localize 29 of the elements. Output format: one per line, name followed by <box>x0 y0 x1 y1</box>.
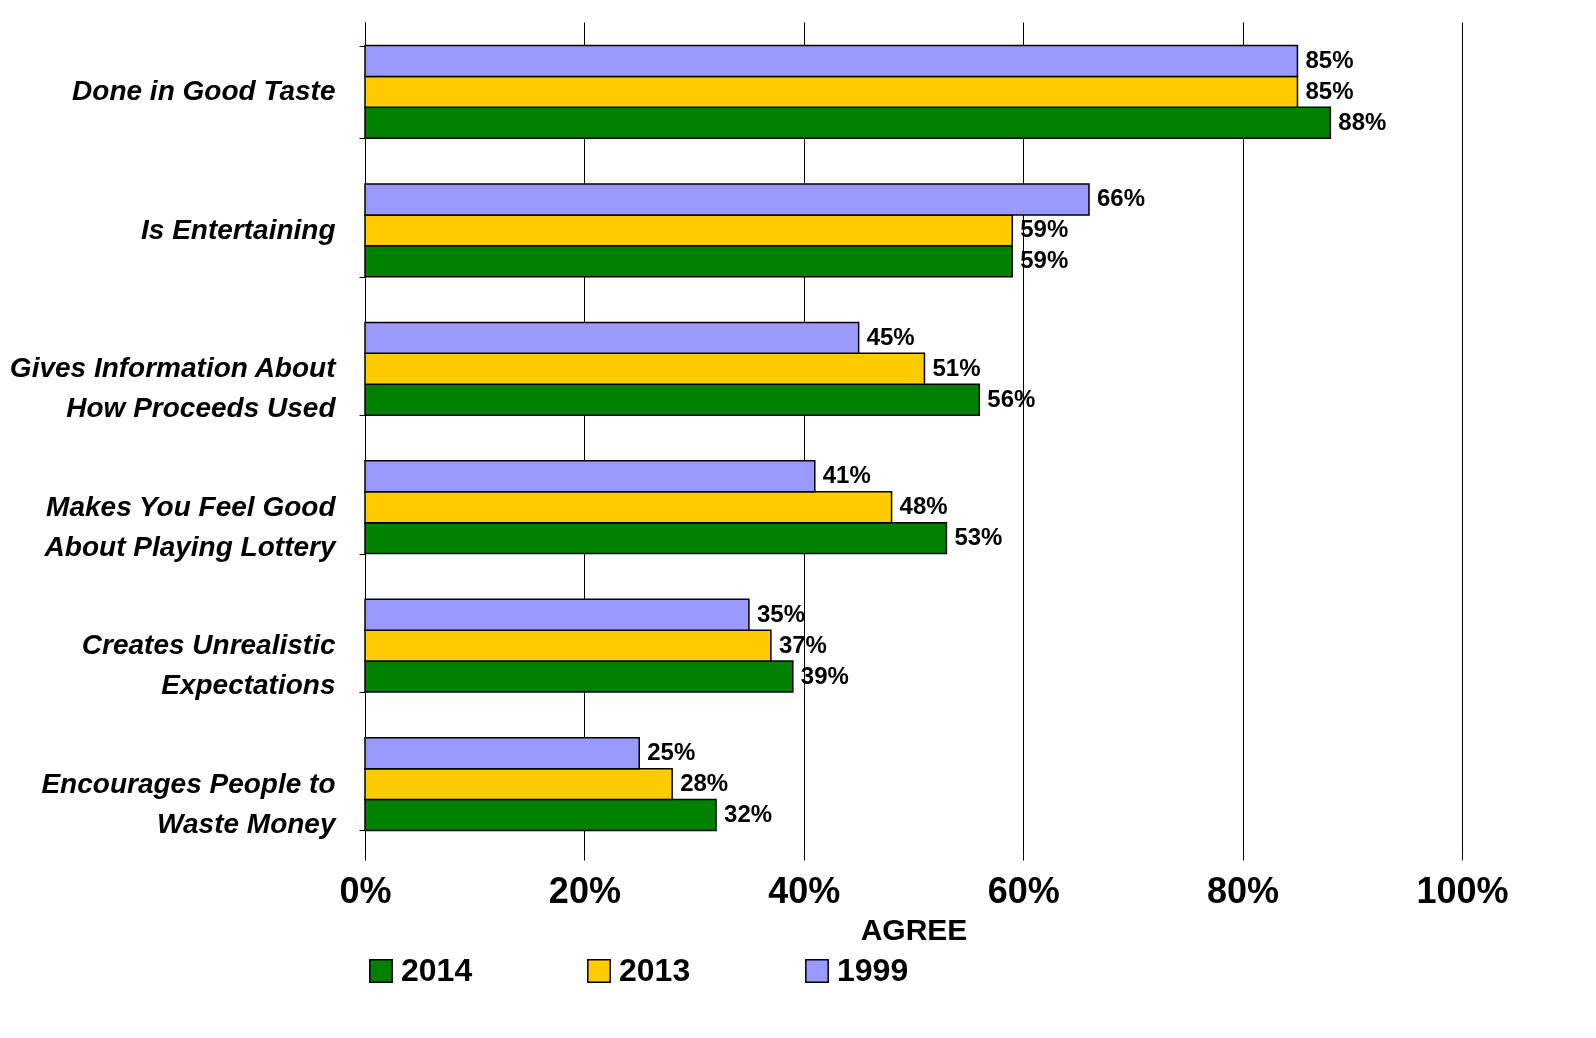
y-tick-label: Done in Good Taste <box>72 75 336 107</box>
x-axis-title: AGREE <box>860 912 968 946</box>
y-tick-label: Makes You Feel Good About Playing Lottery <box>43 490 337 562</box>
x-tick-label: 0% <box>339 869 392 911</box>
y-tick-label: Gives Information About How Proceeds Used <box>9 352 338 424</box>
x-tick-label: 60% <box>987 869 1060 911</box>
x-tick-label: 20% <box>548 869 621 911</box>
legend-label: 1999 <box>837 952 909 988</box>
data-label: 45% <box>866 322 915 350</box>
data-label: 32% <box>724 800 773 828</box>
data-label: 28% <box>680 769 729 797</box>
data-label: 85% <box>1305 76 1354 104</box>
x-tick-label: 40% <box>768 869 841 911</box>
y-tick-label: Encourages People to Waste Money <box>41 767 337 839</box>
data-label: 53% <box>954 523 1003 551</box>
data-label: 48% <box>899 492 948 520</box>
data-label: 85% <box>1305 45 1354 73</box>
data-label: 88% <box>1338 107 1387 135</box>
y-tick-label: Is Entertaining <box>141 213 336 245</box>
x-tick-label: 80% <box>1207 869 1280 911</box>
data-label: 51% <box>932 353 981 381</box>
data-label: 25% <box>647 738 696 766</box>
legend-label: 2013 <box>619 952 691 988</box>
data-label: 66% <box>1097 184 1146 212</box>
data-label: 41% <box>822 461 871 489</box>
x-tick-label: 100% <box>1416 869 1509 911</box>
data-label: 35% <box>756 599 805 627</box>
legend-label: 2014 <box>401 952 473 988</box>
y-tick-label: Creates Unrealistic Expectations <box>81 629 336 701</box>
